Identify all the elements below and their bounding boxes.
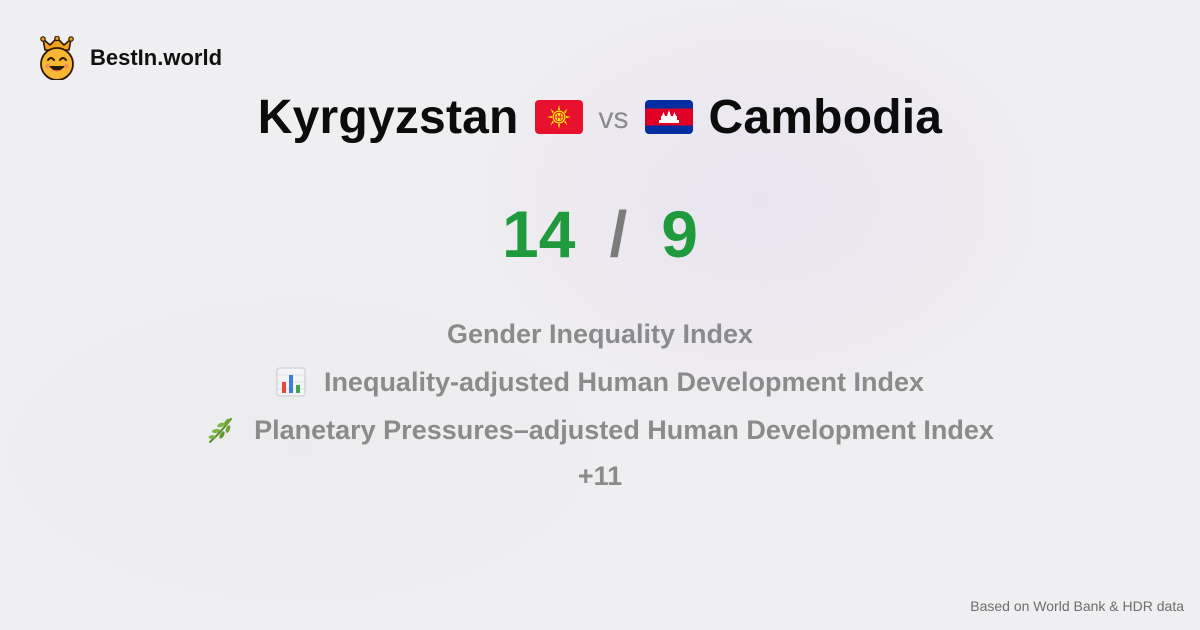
score-row: 14 / 9 <box>0 195 1200 273</box>
metric-planetary-pressures-hdi[interactable]: Planetary Pressures–adjusted Human Devel… <box>206 406 994 454</box>
brand-name: BestIn.world <box>90 45 223 70</box>
right-country-name[interactable]: Cambodia <box>708 90 943 144</box>
bar-chart-icon <box>276 367 306 397</box>
left-score: 14 <box>502 197 576 271</box>
crowned-smiley-icon <box>40 36 74 80</box>
vs-label: vs <box>598 102 629 135</box>
herb-icon <box>208 418 233 443</box>
kyrgyzstan-flag-icon <box>534 100 583 134</box>
metric-label: Inequality-adjusted Human Development In… <box>323 366 925 397</box>
comparison-title: Kyrgyzstan vs Cambodia <box>0 88 1200 146</box>
more-metrics-link[interactable]: +11 <box>577 460 623 491</box>
left-country-name[interactable]: Kyrgyzstan <box>257 90 519 144</box>
metrics-list: Gender Inequality Index Inequality-adjus… <box>0 310 1200 498</box>
brand[interactable]: BestIn.world <box>38 36 222 80</box>
metric-inequality-adjusted-hdi[interactable]: Inequality-adjusted Human Development In… <box>276 358 924 406</box>
right-score: 9 <box>661 197 698 271</box>
metric-label: Planetary Pressures–adjusted Human Devel… <box>254 414 994 445</box>
data-source-note: Based on World Bank & HDR data <box>970 598 1184 614</box>
score-separator: / <box>609 198 628 270</box>
metric-label: Gender Inequality Index <box>446 318 754 349</box>
metric-gender-inequality[interactable]: Gender Inequality Index <box>447 310 753 358</box>
cambodia-flag-icon <box>644 100 693 134</box>
